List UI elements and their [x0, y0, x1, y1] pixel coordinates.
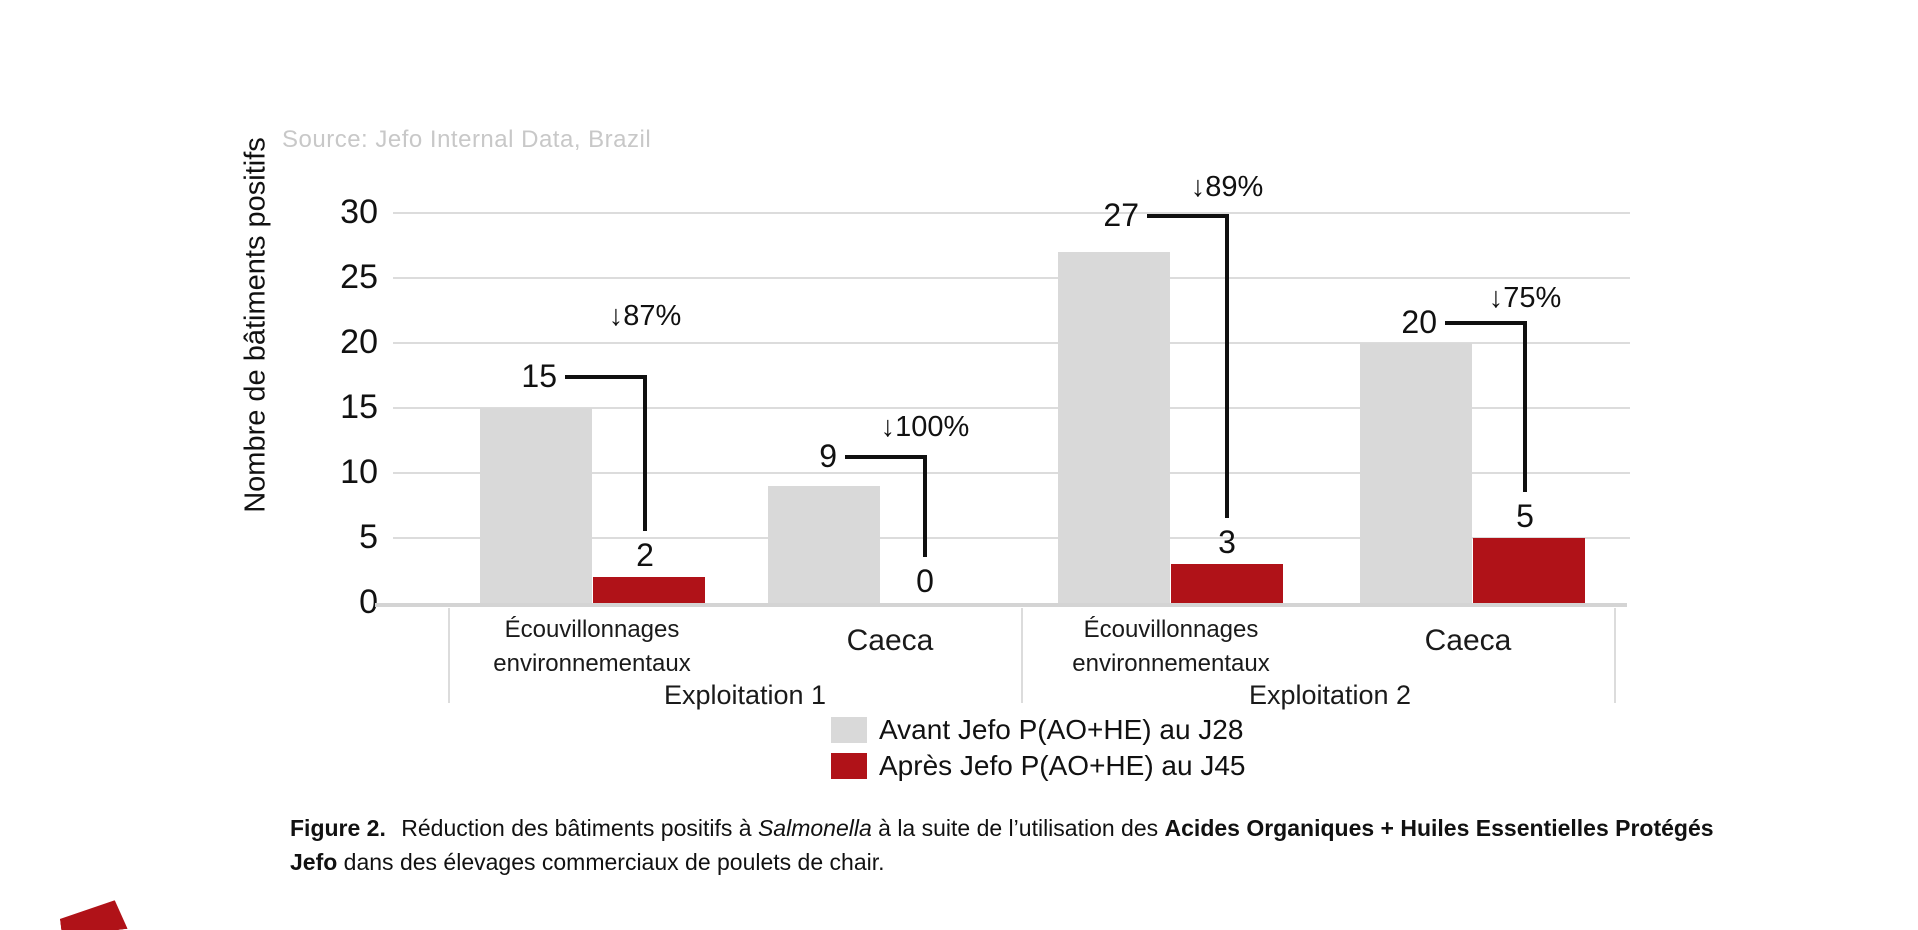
value-label-avant-1: 9: [819, 438, 837, 474]
y-tick-label: 5: [359, 518, 378, 556]
gridline: [393, 342, 1630, 344]
category-label-2-line1: Écouvillonnages: [1083, 616, 1259, 643]
bar-apres-2: [1171, 564, 1283, 603]
category-label-1: Caeca: [846, 624, 934, 657]
gridline: [393, 537, 1630, 539]
callout-line-vertical-0: [643, 375, 647, 531]
caption-segment: Acides Organiques + Huiles Essentielles …: [1164, 815, 1714, 841]
y-axis-title: Nombre de bâtiments positifs: [239, 137, 272, 513]
gridline: [393, 472, 1630, 474]
reduction-label-1: ↓100%: [880, 411, 970, 443]
gridline: [393, 277, 1630, 279]
figure-caption-text: Réduction des bâtiments positifs à Salmo…: [290, 815, 1714, 875]
axis-separator-0: [448, 608, 450, 703]
callout-line-vertical-1: [923, 455, 927, 557]
category-label-0-line1: Écouvillonnages: [504, 616, 680, 643]
gridline: [393, 212, 1630, 214]
caption-segment: Salmonella: [757, 815, 872, 841]
legend-swatch-apres: [831, 753, 867, 779]
group-label-1: Exploitation 2: [1248, 680, 1412, 710]
caption-segment: dans des élevages commerciaux de poulets…: [337, 849, 885, 875]
figure-caption: Figure 2. Réduction des bâtiments positi…: [290, 811, 1870, 879]
callout-line-horizontal-2: [1147, 214, 1229, 218]
axis-separator-2: [1614, 608, 1616, 703]
caption-segment: Jefo: [290, 849, 338, 875]
callout-line-horizontal-1: [845, 455, 927, 459]
caption-segment: Réduction des bâtiments positifs à: [394, 815, 758, 841]
callout-line-horizontal-0: [565, 375, 647, 379]
y-tick-label: 0: [359, 583, 378, 621]
y-tick-label: 20: [340, 323, 378, 361]
gridline: [393, 407, 1630, 409]
corner-accent-ribbon: [58, 899, 127, 930]
bar-avant-2: [1058, 252, 1170, 603]
axis-separator-1: [1021, 608, 1023, 703]
y-tick-label: 25: [340, 258, 378, 296]
legend-label-apres: Après Jefo P(AO+HE) au J45: [879, 750, 1246, 781]
y-tick-label: 10: [340, 453, 378, 491]
figure-caption-label: Figure 2.: [290, 815, 386, 841]
bar-avant-3: [1360, 343, 1472, 603]
group-label-0: Exploitation 1: [663, 680, 827, 710]
legend: Avant Jefo P(AO+HE) au J28 Après Jefo P(…: [831, 712, 1246, 784]
legend-item-apres: Après Jefo P(AO+HE) au J45: [831, 748, 1246, 784]
y-tick-label: 15: [340, 388, 378, 426]
bar-avant-0: [480, 408, 592, 603]
value-label-avant-2: 27: [1103, 197, 1139, 233]
bar-apres-0: [593, 577, 705, 603]
reduction-label-2: ↓89%: [1190, 171, 1264, 203]
category-label-2-line2: environnementaux: [1072, 650, 1270, 677]
legend-item-avant: Avant Jefo P(AO+HE) au J28: [831, 712, 1246, 748]
value-label-apres-2: 3: [1218, 524, 1236, 560]
category-label-0-line2: environnementaux: [493, 650, 691, 677]
y-tick-label: 30: [340, 193, 378, 231]
x-axis-baseline: [375, 603, 1627, 607]
bar-avant-1: [768, 486, 880, 603]
bar-apres-3: [1473, 538, 1585, 603]
callout-line-horizontal-3: [1445, 321, 1527, 325]
value-label-avant-3: 20: [1401, 304, 1437, 340]
legend-swatch-avant: [831, 717, 867, 743]
reduction-label-0: ↓87%: [608, 300, 682, 332]
value-label-apres-0: 2: [636, 537, 654, 573]
reduction-label-3: ↓75%: [1488, 282, 1562, 314]
value-label-apres-3: 5: [1516, 498, 1534, 534]
source-note: Source: Jefo Internal Data, Brazil: [282, 126, 652, 153]
legend-label-avant: Avant Jefo P(AO+HE) au J28: [879, 714, 1244, 745]
value-label-avant-0: 15: [521, 358, 557, 394]
callout-line-vertical-3: [1523, 321, 1527, 492]
value-label-apres-1: 0: [916, 563, 934, 599]
callout-line-vertical-2: [1225, 214, 1229, 518]
category-label-3: Caeca: [1424, 624, 1512, 657]
caption-segment: à la suite de l’utilisation des: [871, 815, 1165, 841]
